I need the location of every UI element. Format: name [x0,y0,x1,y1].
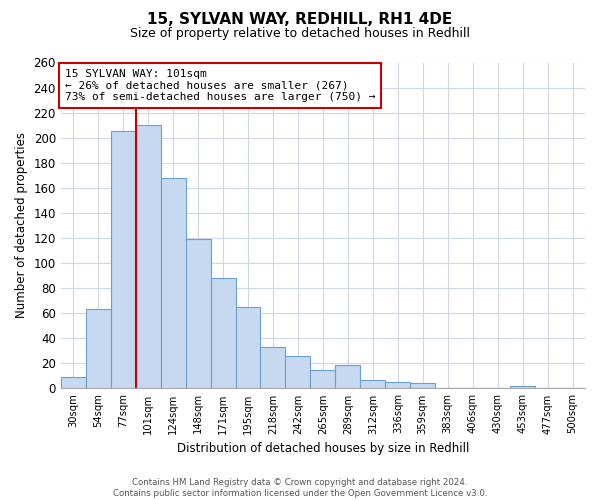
Bar [510,386,535,388]
Bar [361,380,385,388]
Bar [136,125,161,388]
Bar [310,370,335,388]
Bar [185,240,211,388]
Y-axis label: Number of detached properties: Number of detached properties [15,132,28,318]
Bar [410,384,435,388]
Text: 15 SYLVAN WAY: 101sqm
← 26% of detached houses are smaller (267)
73% of semi-det: 15 SYLVAN WAY: 101sqm ← 26% of detached … [65,69,375,102]
Bar [161,178,185,388]
Bar [86,310,111,388]
Bar [211,278,236,388]
Bar [385,382,410,388]
Bar [236,307,260,388]
Text: Contains HM Land Registry data © Crown copyright and database right 2024.
Contai: Contains HM Land Registry data © Crown c… [113,478,487,498]
Text: Size of property relative to detached houses in Redhill: Size of property relative to detached ho… [130,28,470,40]
Bar [111,132,136,388]
Bar [260,347,286,389]
Bar [286,356,310,388]
Text: 15, SYLVAN WAY, REDHILL, RH1 4DE: 15, SYLVAN WAY, REDHILL, RH1 4DE [148,12,452,28]
Bar [335,364,361,388]
X-axis label: Distribution of detached houses by size in Redhill: Distribution of detached houses by size … [177,442,469,455]
Bar [61,377,86,388]
